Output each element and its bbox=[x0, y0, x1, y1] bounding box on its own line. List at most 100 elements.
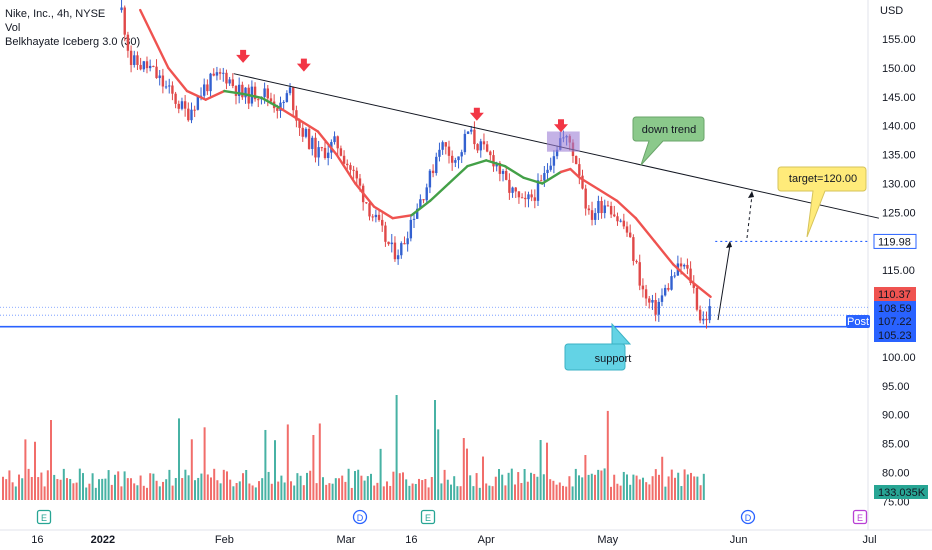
volume-bar bbox=[341, 475, 344, 500]
volume-bar bbox=[174, 478, 177, 500]
candle-body bbox=[648, 298, 651, 303]
y-tick-label: 150.00 bbox=[882, 63, 916, 75]
volume-bar bbox=[242, 473, 244, 500]
event-marker[interactable]: D bbox=[352, 509, 368, 525]
candle-body bbox=[654, 300, 657, 315]
volume-bar bbox=[418, 478, 420, 500]
candle-body bbox=[479, 141, 482, 151]
volume-bar bbox=[245, 469, 248, 500]
volume-bar bbox=[27, 468, 30, 500]
y-tick-label: 140.00 bbox=[882, 121, 916, 133]
volume-bar bbox=[210, 477, 212, 500]
candle-body bbox=[387, 241, 390, 245]
target-callout bbox=[777, 166, 867, 238]
volume-bar bbox=[427, 487, 430, 500]
down-arrow-marker bbox=[296, 58, 311, 72]
volume-bar bbox=[117, 471, 120, 500]
volume-bar bbox=[274, 440, 276, 500]
y-tick-label: 75.00 bbox=[882, 496, 910, 508]
candle-body bbox=[384, 225, 387, 242]
event-marker-label: D bbox=[357, 513, 364, 523]
volume-bar bbox=[702, 473, 705, 500]
volume-bar bbox=[670, 469, 673, 500]
event-marker-box bbox=[36, 509, 52, 525]
volume-bar bbox=[357, 469, 360, 500]
volume-bar bbox=[181, 478, 184, 500]
candle-body bbox=[222, 72, 225, 74]
event-marker[interactable]: E bbox=[420, 509, 436, 525]
target-label: target=120.00 bbox=[789, 173, 857, 185]
volume-bar bbox=[370, 473, 372, 500]
volume-bar bbox=[571, 486, 574, 500]
candle-body bbox=[206, 84, 209, 92]
volume-bar bbox=[130, 478, 132, 500]
volume-bar bbox=[286, 424, 289, 500]
event-marker[interactable]: D bbox=[740, 509, 756, 525]
volume-bar bbox=[158, 486, 161, 500]
volume-bar bbox=[62, 468, 65, 500]
candle-body bbox=[667, 287, 670, 290]
candle-body bbox=[171, 85, 174, 94]
volume-bar bbox=[142, 485, 145, 500]
moving-average-segment bbox=[279, 107, 301, 122]
volume-bar bbox=[5, 479, 8, 500]
candle-body bbox=[549, 165, 552, 170]
volume-bar bbox=[699, 485, 702, 500]
candle-body bbox=[187, 108, 190, 121]
volume-bar bbox=[206, 474, 209, 500]
candle-body bbox=[651, 300, 654, 303]
volume-bar bbox=[91, 473, 94, 500]
volume-bar bbox=[440, 483, 443, 500]
volume-bar bbox=[277, 481, 280, 500]
candle-body bbox=[320, 147, 324, 149]
moving-average-segment bbox=[316, 130, 338, 156]
moving-average-segment bbox=[634, 216, 656, 243]
candle-body bbox=[489, 151, 492, 156]
volume-bar bbox=[674, 477, 676, 500]
volume-bar bbox=[568, 476, 571, 500]
candle-body bbox=[314, 137, 317, 158]
candle-body bbox=[505, 170, 508, 180]
candle-body bbox=[632, 237, 635, 261]
event-marker[interactable]: E bbox=[852, 509, 868, 525]
volume-bar bbox=[437, 429, 440, 500]
moving-average-segment bbox=[185, 89, 207, 101]
down-arrow-marker bbox=[236, 49, 251, 63]
candle-body bbox=[594, 213, 597, 220]
volume-bar bbox=[123, 471, 126, 500]
event-marker[interactable]: E bbox=[36, 509, 52, 525]
volume-bar bbox=[299, 475, 302, 500]
volume-bar bbox=[344, 481, 347, 500]
y-tick-label: 100.00 bbox=[882, 352, 916, 364]
price-tag bbox=[874, 328, 916, 342]
candle-body bbox=[460, 152, 463, 157]
candle-body bbox=[625, 226, 629, 233]
volume-bar bbox=[168, 469, 171, 500]
moving-average-segment bbox=[597, 188, 619, 203]
event-marker-circle bbox=[352, 509, 368, 525]
volume-bar bbox=[578, 475, 580, 500]
volume-bar bbox=[325, 484, 328, 500]
candle-body bbox=[552, 156, 556, 166]
candle-body bbox=[393, 242, 397, 260]
volume-bar bbox=[139, 475, 142, 500]
candle-body bbox=[517, 191, 521, 198]
volume-bar bbox=[558, 482, 561, 500]
candle-body bbox=[244, 87, 247, 98]
volume-bar bbox=[603, 468, 606, 500]
candle-body bbox=[679, 263, 683, 267]
candle-body bbox=[425, 187, 428, 201]
moving-average-segment bbox=[466, 159, 488, 168]
volume-bar bbox=[267, 471, 270, 500]
volume-bar bbox=[696, 476, 699, 500]
candle-body bbox=[203, 84, 206, 96]
down-trend-callout bbox=[632, 116, 705, 166]
candle-body bbox=[597, 200, 600, 214]
y-tick-label: 135.00 bbox=[882, 150, 916, 162]
volume-bar bbox=[466, 448, 468, 500]
event-marker-label: E bbox=[41, 513, 47, 523]
candle-body bbox=[492, 155, 495, 167]
moving-average-segment bbox=[223, 89, 245, 96]
moving-average-segment bbox=[541, 170, 563, 185]
